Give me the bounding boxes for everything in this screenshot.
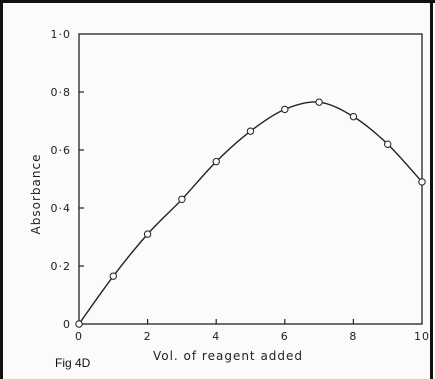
data-point bbox=[212, 157, 220, 166]
data-point bbox=[418, 178, 426, 186]
x-tick-label: 4 bbox=[212, 330, 220, 343]
y-axis-title: Absorbance bbox=[29, 154, 43, 235]
data-point bbox=[384, 140, 392, 148]
data-point bbox=[109, 272, 118, 280]
figure-label: Fig 4D bbox=[55, 356, 91, 370]
data-point bbox=[143, 230, 152, 238]
data-point bbox=[281, 105, 289, 114]
frame-left-border bbox=[0, 0, 3, 379]
data-point bbox=[315, 98, 323, 106]
frame-right-border bbox=[430, 0, 433, 379]
series-points bbox=[75, 98, 426, 328]
x-tick-label: 10 bbox=[414, 330, 430, 343]
x-tick-label: 2 bbox=[144, 330, 152, 343]
plot-area bbox=[78, 33, 423, 325]
x-axis-title: Vol. of reagent added bbox=[153, 349, 303, 363]
y-tick-label: 0·4 bbox=[51, 202, 72, 215]
x-tick-label: 6 bbox=[281, 330, 289, 343]
y-tick-label: 0·8 bbox=[51, 86, 72, 99]
data-point bbox=[178, 195, 186, 204]
y-axis-ticks: 0 0·2 0·4 0·6 0·8 1·0 bbox=[51, 28, 84, 331]
y-tick-label: 1·0 bbox=[51, 28, 72, 41]
data-point bbox=[75, 320, 83, 328]
data-point bbox=[246, 127, 255, 135]
y-tick-label: 0 bbox=[63, 318, 71, 331]
y-tick-label: 0·6 bbox=[51, 144, 72, 157]
series-curve bbox=[78, 101, 423, 325]
x-axis-ticks: 0 2 4 6 8 10 bbox=[75, 319, 430, 343]
x-tick-label: 8 bbox=[349, 330, 357, 343]
y-tick-label: 0·2 bbox=[51, 260, 72, 273]
x-tick-label: 0 bbox=[75, 330, 83, 343]
data-point bbox=[349, 112, 358, 121]
frame-top-border bbox=[0, 0, 435, 3]
